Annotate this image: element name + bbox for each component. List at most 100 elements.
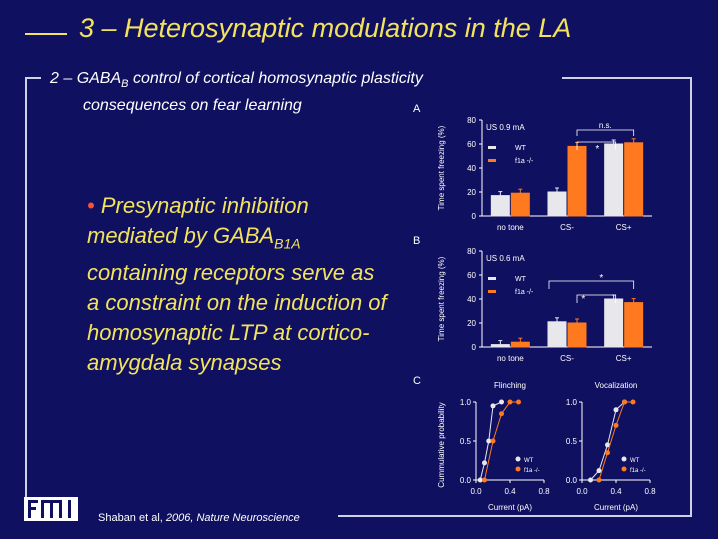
data-point-0: [482, 460, 487, 466]
frame-line: [690, 77, 692, 517]
citation-journal: 2006, Nature Neuroscience: [165, 512, 300, 524]
bar-0-1: [547, 321, 567, 348]
bullet-dot: •: [87, 193, 95, 218]
data-point-0: [477, 477, 483, 483]
y-tick-label: 40: [467, 295, 476, 304]
x-tick-label: 0.4: [504, 487, 516, 496]
x-tick-label: 0.4: [610, 487, 622, 496]
bracket-ns: [576, 129, 635, 136]
legend-label: f1a -/-: [515, 158, 534, 165]
y-tick-label: 80: [467, 116, 476, 125]
data-point-1: [622, 399, 627, 405]
bar-1-2: [624, 142, 644, 217]
legend-swatch-1: [488, 290, 496, 293]
bar-0-2: [604, 143, 624, 217]
data-point-1: [490, 438, 496, 444]
x-tick-label: 0.8: [644, 487, 656, 496]
data-point-0: [613, 407, 619, 413]
y-axis-label: Time spent freezing (%): [437, 256, 446, 341]
data-point-1: [613, 422, 619, 428]
data-point-0: [499, 399, 504, 405]
bar-1-1: [567, 145, 587, 217]
line-chart-flinching: Flinching Cummulative probability 0.0 0.5 1.…: [437, 381, 550, 512]
y-tick-label: 0: [472, 343, 477, 352]
category-label: CS-: [560, 354, 574, 363]
y-tick-label: 1.0: [566, 398, 578, 407]
bar-1-0: [510, 341, 530, 348]
data-point-0: [486, 438, 492, 444]
data-point-0: [596, 468, 602, 474]
bar-0-0: [490, 344, 510, 348]
bracket-sig-outer: [548, 280, 635, 289]
y-tick-label: 60: [467, 140, 476, 149]
bullet-sub: B1A: [274, 235, 301, 252]
legend-label: f1a -/-: [515, 289, 534, 296]
legend-label: WT: [515, 145, 527, 152]
legend-swatch-1: [488, 159, 496, 162]
chart-title: Vocalization: [595, 381, 638, 390]
y-tick-label: 0.5: [566, 437, 578, 446]
category-label: CS+: [616, 223, 632, 232]
data-point-0: [490, 403, 496, 409]
subtitle: 2 – GABAB control of cortical homosynapt…: [50, 68, 423, 117]
y-tick-label: 40: [467, 164, 476, 173]
x-axis-label: Current (pA): [594, 503, 638, 512]
y-tick-label: 80: [467, 247, 476, 256]
bar-0-0: [490, 195, 510, 217]
bullet-text-start: Presynaptic inhibition mediated by GABA: [87, 193, 309, 248]
legend-label: WT: [630, 458, 640, 464]
subtitle-prefix: 2 – GABA: [50, 70, 122, 87]
chart-title: US 0.9 mA: [486, 123, 525, 132]
y-tick-label: 0.0: [460, 476, 472, 485]
panel-letter-b: B: [413, 235, 421, 247]
category-label: CS+: [616, 354, 632, 363]
y-tick-label: 60: [467, 271, 476, 280]
legend-marker-0: [621, 456, 627, 462]
x-tick-label: 0.0: [576, 487, 588, 496]
data-point-1: [596, 477, 602, 483]
bar-1-0: [510, 192, 530, 217]
y-tick-label: 0.5: [460, 437, 472, 446]
significance-ns: n.s.: [599, 121, 612, 130]
panel-letter-c: C: [413, 375, 421, 387]
frame-line: [562, 77, 692, 79]
legend-label: f1a -/-: [630, 468, 646, 474]
y-axis-label: Cummulative probability: [437, 402, 446, 487]
data-point-1: [482, 477, 487, 483]
significance-star: *: [599, 273, 603, 284]
data-point-1: [605, 450, 610, 456]
y-tick-label: 20: [467, 319, 476, 328]
x-tick-label: 0.0: [470, 487, 482, 496]
slide-title: 3 – Heterosynaptic modulations in the LA: [79, 13, 572, 43]
significance-star: *: [595, 144, 599, 155]
bullet-text-end: containing receptors serve as a constrai…: [87, 260, 387, 376]
series-line-1: [598, 401, 633, 481]
bracket-sig-inner: [576, 294, 617, 303]
subtitle-line2: consequences on fear learning: [83, 97, 302, 115]
legend-swatch-0: [488, 277, 496, 280]
bar-chart-b: Time spent freezing (%) 0 20 40 60 80 US 0.6 m…: [437, 247, 652, 363]
legend-label: f1a -/-: [524, 468, 540, 474]
bar-1-1: [567, 322, 587, 348]
x-axis-label: Current (pA): [488, 503, 532, 512]
category-label: no tone: [497, 354, 524, 363]
citation: Shaban et al, 2006, Nature Neuroscience: [98, 512, 300, 524]
chart-title: Flinching: [494, 381, 526, 390]
y-tick-label: 20: [467, 188, 476, 197]
data-point-1: [499, 411, 504, 417]
legend-marker-0: [515, 456, 521, 462]
data-point-1: [507, 399, 513, 405]
legend-label: WT: [524, 458, 534, 464]
legend-label: WT: [515, 276, 527, 283]
bar-0-2: [604, 298, 624, 348]
fmi-logo: [24, 497, 78, 521]
y-axis-label: Time spent freezing (%): [437, 125, 446, 210]
title-rule: [25, 33, 67, 35]
line-chart-vocalization: Vocalization 0.0 0.5 1.0 0.0 0.4 0.8 Current (p…: [566, 381, 656, 512]
bullet-point: • Presynaptic inhibition mediated by GAB…: [87, 191, 387, 378]
series-line-0: [590, 401, 625, 481]
legend-marker-1: [515, 466, 521, 472]
bar-0-1: [547, 191, 567, 217]
y-tick-label: 0: [472, 212, 477, 221]
